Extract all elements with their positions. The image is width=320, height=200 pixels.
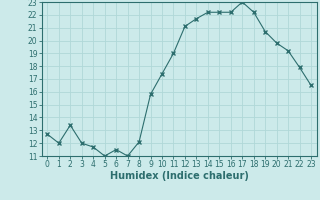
X-axis label: Humidex (Indice chaleur): Humidex (Indice chaleur): [110, 171, 249, 181]
